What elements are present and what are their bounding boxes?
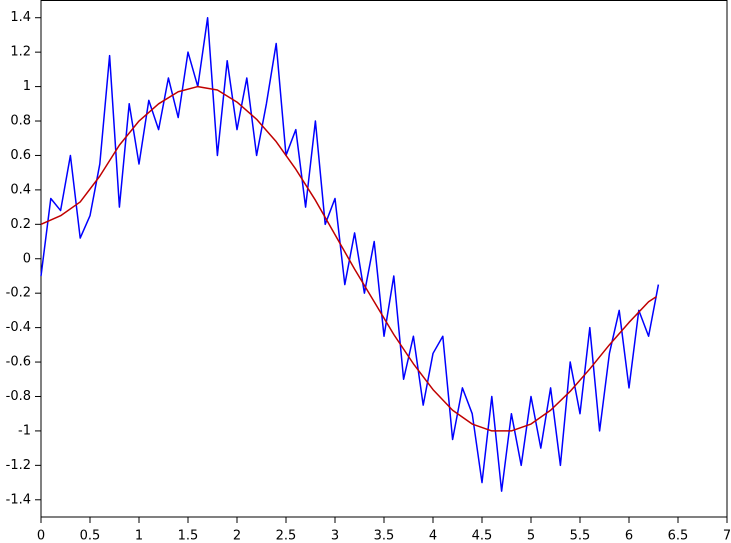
y-tick-label: 0 xyxy=(23,251,31,266)
y-tick-label: 0.6 xyxy=(10,148,31,163)
y-tick-label: -1.4 xyxy=(6,492,31,507)
plot-frame xyxy=(40,0,728,518)
y-tick-label: -1.2 xyxy=(6,458,31,473)
y-tick-label: -1 xyxy=(18,423,31,438)
x-tick-label: 7 xyxy=(723,529,731,543)
x-tick-label: 2.5 xyxy=(276,529,297,543)
y-tick-label: 1 xyxy=(23,79,31,94)
x-tick-label: 4 xyxy=(429,529,437,543)
series-line xyxy=(40,85,657,432)
y-tick-label: -0.6 xyxy=(6,355,31,370)
x-tick-label: 0 xyxy=(37,529,45,543)
x-tick-label: 5 xyxy=(527,529,535,543)
y-tick-label: 0.2 xyxy=(10,217,31,232)
x-tick-label: 3.5 xyxy=(374,529,395,543)
x-tick-label: 1 xyxy=(135,529,143,543)
x-tick-label: 0.5 xyxy=(80,529,101,543)
x-tick-label: 6 xyxy=(625,529,633,543)
x-tick-label: 4.5 xyxy=(472,529,493,543)
y-tick-label: 1.2 xyxy=(10,45,31,60)
x-tick-label: 6.5 xyxy=(668,529,689,543)
y-tick-label: -0.8 xyxy=(6,389,31,404)
x-tick-label: 3 xyxy=(331,529,339,543)
x-tick-label: 5.5 xyxy=(570,529,591,543)
x-tick-label: 2 xyxy=(233,529,241,543)
y-tick-label: 1.4 xyxy=(10,10,31,25)
y-tick-label: 0.4 xyxy=(10,182,31,197)
y-tick-label: 0.8 xyxy=(10,114,31,129)
y-tick-label: -0.2 xyxy=(6,286,31,301)
y-tick-label: -0.4 xyxy=(6,320,31,335)
x-tick-label: 1.5 xyxy=(178,529,199,543)
series-line xyxy=(40,16,660,492)
